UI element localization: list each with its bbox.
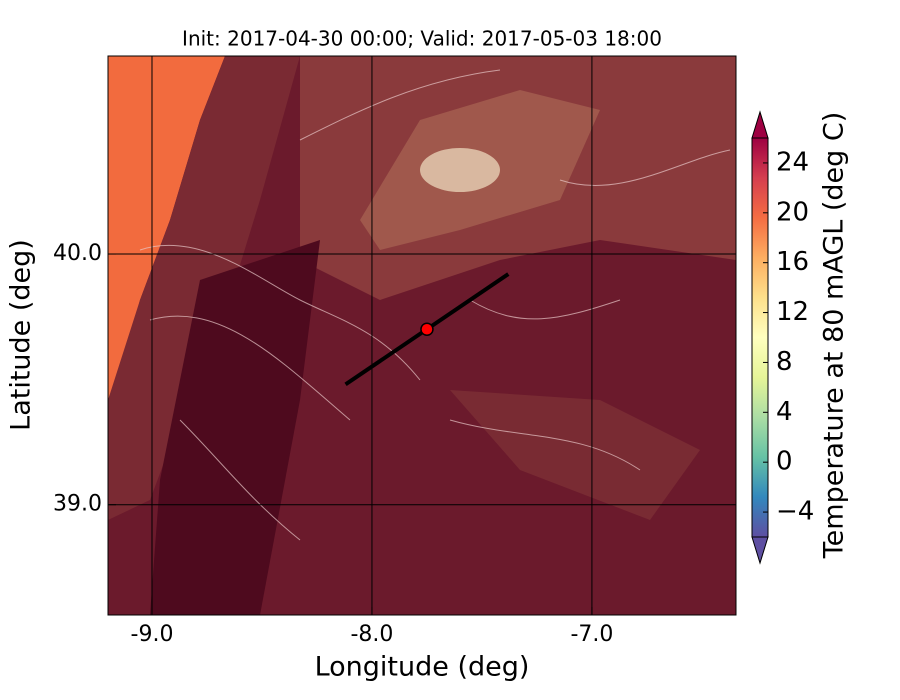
y-tick-label: 40.0 <box>53 241 102 266</box>
colorbar-tick-label: 24 <box>776 147 809 177</box>
x-tick-label: -9.0 <box>131 622 174 647</box>
map-hills <box>450 390 700 520</box>
plot-frame <box>107 55 737 616</box>
colorbar-tick-label: 16 <box>776 247 809 277</box>
colorbar-extend-max <box>751 110 769 139</box>
colorbar-tick-label: 8 <box>776 347 793 377</box>
map-field <box>108 56 736 615</box>
x-tick-label: -7.0 <box>570 622 613 647</box>
x-tick-label: -8.0 <box>350 622 393 647</box>
map-coast-warm <box>108 56 225 400</box>
colorbar-extend-min <box>751 536 769 565</box>
colorbar <box>751 137 769 538</box>
colorbar-tick-label: 4 <box>776 397 793 427</box>
map-peak <box>420 148 500 192</box>
x-axis-label: Longitude (deg) <box>315 652 530 683</box>
y-tick-label: 39.0 <box>53 492 102 517</box>
y-axis-label: Latitude (deg) <box>6 239 37 431</box>
colorbar-tick-label: 0 <box>776 447 793 477</box>
colorbar-tick-label: 20 <box>776 197 809 227</box>
map-contours <box>139 69 731 541</box>
colorbar-tick-label: 12 <box>776 297 809 327</box>
colorbar-tick-label: −4 <box>776 497 814 527</box>
colorbar-label: Temperature at 80 mAGL (deg C) <box>819 112 850 560</box>
chart-title: Init: 2017-04-30 00:00; Valid: 2017-05-0… <box>182 27 662 51</box>
map-lowland <box>150 240 320 615</box>
site-marker <box>420 322 434 336</box>
grid <box>108 56 736 615</box>
